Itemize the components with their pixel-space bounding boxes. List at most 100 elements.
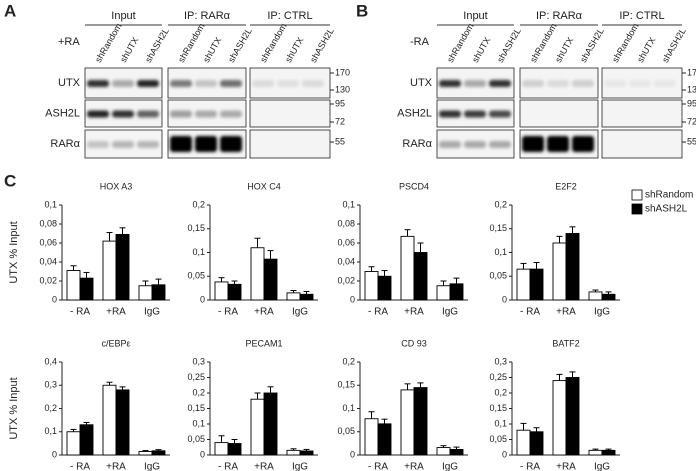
bar [102,384,117,456]
band [195,136,217,152]
mw-label: 170 [687,67,696,77]
band [170,110,192,118]
bar [529,268,544,301]
error-bar [381,270,388,277]
y-tick-label: 0,15 [187,223,205,233]
bar [400,235,415,301]
y-tick-label: 0 [52,294,57,304]
bar [151,450,166,456]
x-tick-label: IgG [442,462,458,471]
y-tick-label: 0,04 [39,256,57,266]
error-bar [290,290,297,293]
legend-label: shASH2L [645,204,688,215]
y-tick-label: 0,05 [187,271,205,281]
blot-frame [249,129,331,159]
band [489,110,511,118]
y-tick-label: 0,15 [187,403,205,413]
bar [400,389,415,456]
y-axis-label: UTX % Input [8,377,20,439]
band [87,80,109,87]
y-tick-label: 0 [200,294,205,304]
lane-label: shUTX [635,35,657,64]
band [572,136,594,152]
band [87,141,109,148]
band [604,80,626,87]
error-bar [106,381,113,386]
band [439,110,461,118]
lane-label: shASH2L [578,26,606,64]
bar [601,293,616,301]
x-tick-label: - RA [70,307,90,318]
bar [79,277,94,301]
legend-swatch [631,189,643,201]
band [220,136,242,152]
x-tick-label: IgG [292,307,308,318]
lane-label: shUTX [118,35,140,64]
blot-frame [249,99,331,128]
band [489,80,511,87]
bar [516,429,531,456]
bar [66,270,81,301]
y-tick-label: 0,3 [494,356,507,366]
y-tick-label: 0,1 [44,426,57,436]
y-tick-label: 0,1 [192,247,205,257]
y-tick-label: 0,2 [192,387,205,397]
band [137,110,159,118]
bar [552,380,567,456]
bar [250,398,265,456]
bar [436,285,451,301]
x-tick-label: - RA [70,462,90,471]
row-label: ASH2L [397,107,432,119]
x-tick-label: IgG [292,462,308,471]
x-tick-label: IgG [442,307,458,318]
y-tick-label: 0,25 [489,372,507,382]
y-tick-label: 0 [502,294,507,304]
y-tick-label: 0,06 [337,237,355,247]
error-bar [520,422,527,431]
error-bar [106,232,113,242]
bar [263,392,278,456]
error-bar [556,373,563,381]
bar [449,448,464,456]
group-label: Input [463,10,487,22]
y-tick-label: 0,2 [342,356,355,366]
band [522,80,544,87]
chart-title: c/EBPε [101,338,130,348]
lane-label: shUTX [283,35,305,64]
band [170,80,192,87]
y-tick-label: 0,05 [489,271,507,281]
y-tick-label: 0 [350,449,355,459]
bar [552,242,567,301]
y-tick-label: 0,08 [39,218,57,228]
y-tick-label: 0,3 [44,380,57,390]
bar [565,377,580,456]
band [137,141,159,148]
mw-label: 95 [335,98,345,108]
x-tick-label: IgG [144,307,160,318]
error-bar [404,229,411,237]
bar [588,449,603,456]
bar [377,275,392,301]
x-tick-label: +RA [556,462,576,471]
band [439,80,461,87]
bar [299,293,314,301]
bar [138,285,153,301]
condition-label: +RA [58,36,80,48]
error-bar [569,226,576,234]
band [112,110,134,118]
lane-label: shASH2L [226,26,254,64]
x-tick-label: IgG [144,462,160,471]
chart-title: E2F2 [555,181,577,191]
x-tick-label: IgG [594,462,610,471]
band [629,80,651,87]
chart-title: BATF2 [552,338,579,348]
y-tick-label: 0,2 [494,387,507,397]
row-label: UTX [410,77,433,89]
error-bar [142,450,149,452]
error-bar [231,280,238,285]
error-bar [417,382,424,388]
error-bar [218,277,225,282]
error-bar [556,235,563,243]
y-tick-label: 0,15 [489,403,507,413]
error-bar [417,242,424,253]
